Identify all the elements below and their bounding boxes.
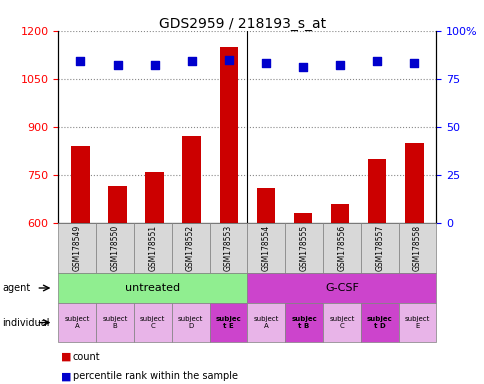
Bar	[182, 136, 200, 223]
Point	[261, 60, 269, 66]
Point	[113, 62, 121, 68]
Text: GSM178553: GSM178553	[224, 225, 232, 271]
Text: GDS2959 / 218193_s_at: GDS2959 / 218193_s_at	[159, 17, 325, 31]
Bar	[256, 187, 274, 223]
Text: subject
A: subject A	[253, 316, 278, 329]
Text: GSM178549: GSM178549	[73, 225, 81, 271]
Text: subject
D: subject D	[178, 316, 203, 329]
Text: individual: individual	[2, 318, 50, 328]
Bar	[367, 159, 386, 223]
Point	[151, 62, 158, 68]
Text: subjec
t B: subjec t B	[290, 316, 317, 329]
Point	[187, 58, 195, 65]
Bar	[71, 146, 90, 223]
Point	[76, 58, 84, 65]
Text: agent: agent	[2, 283, 30, 293]
Text: ■: ■	[60, 352, 71, 362]
Text: subject
A: subject A	[64, 316, 90, 329]
Text: subjec
t D: subjec t D	[366, 316, 392, 329]
Text: untreated: untreated	[125, 283, 180, 293]
Text: GSM178556: GSM178556	[337, 225, 346, 271]
Point	[373, 58, 380, 65]
Bar	[219, 47, 238, 223]
Text: subject
C: subject C	[140, 316, 165, 329]
Text: GSM178558: GSM178558	[412, 225, 421, 271]
Text: subject
B: subject B	[102, 316, 127, 329]
Text: count: count	[73, 352, 100, 362]
Text: GSM178551: GSM178551	[148, 225, 157, 271]
Text: ■: ■	[60, 371, 71, 381]
Text: subjec
t E: subjec t E	[215, 316, 241, 329]
Text: percentile rank within the sample: percentile rank within the sample	[73, 371, 237, 381]
Text: GSM178557: GSM178557	[375, 225, 383, 271]
Text: GSM178550: GSM178550	[110, 225, 119, 271]
Text: subject
E: subject E	[404, 316, 429, 329]
Text: GSM178554: GSM178554	[261, 225, 270, 271]
Point	[225, 56, 232, 63]
Text: GSM178552: GSM178552	[186, 225, 195, 271]
Text: subject
C: subject C	[329, 316, 354, 329]
Bar	[145, 172, 164, 223]
Bar	[404, 143, 423, 223]
Text: G-CSF: G-CSF	[324, 283, 358, 293]
Point	[299, 64, 306, 70]
Point	[335, 62, 343, 68]
Bar	[108, 186, 126, 223]
Point	[409, 60, 417, 66]
Bar	[293, 213, 312, 223]
Text: GSM178555: GSM178555	[299, 225, 308, 271]
Bar	[330, 204, 348, 223]
